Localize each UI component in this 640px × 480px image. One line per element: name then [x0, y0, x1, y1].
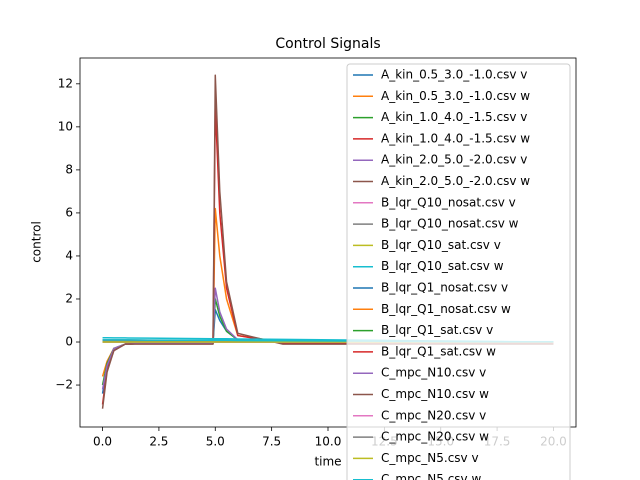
x-tick-label: 2.5: [149, 435, 168, 449]
y-tick-label: 8: [65, 162, 73, 176]
x-tick-label: 5.0: [206, 435, 225, 449]
legend-label: B_lqr_Q1_nosat.csv v: [381, 281, 508, 295]
legend-label: A_kin_0.5_3.0_-1.0.csv v: [381, 68, 527, 82]
legend-label: C_mpc_N10.csv v: [381, 366, 486, 380]
y-tick-label: 4: [65, 248, 73, 262]
y-tick-label: 6: [65, 205, 73, 219]
legend-label: A_kin_0.5_3.0_-1.0.csv w: [381, 89, 530, 103]
x-tick-label: 7.5: [262, 435, 281, 449]
legend-label: B_lqr_Q10_nosat.csv w: [381, 217, 519, 231]
legend-label: B_lqr_Q1_sat.csv v: [381, 323, 493, 337]
y-tick-label: −2: [55, 378, 73, 392]
legend-label: C_mpc_N20.csv v: [381, 408, 486, 422]
legend-label: C_mpc_N20.csv w: [381, 430, 489, 444]
legend-label: B_lqr_Q10_nosat.csv v: [381, 195, 516, 209]
legend-label: C_mpc_N5.csv v: [381, 451, 479, 465]
legend: A_kin_0.5_3.0_-1.0.csv v A_kin_0.5_3.0_-1…: [346, 63, 571, 480]
legend-label: C_mpc_N5.csv w: [381, 472, 481, 480]
x-axis-label: time: [314, 455, 341, 469]
y-tick-label: 2: [65, 291, 73, 305]
x-tick-label: 10.0: [315, 435, 342, 449]
legend-label: B_lqr_Q1_nosat.csv w: [381, 302, 511, 316]
legend-label: A_kin_1.0_4.0_-1.5.csv w: [381, 131, 530, 145]
y-tick-label: 0: [65, 335, 73, 349]
x-tick-label: 0.0: [93, 435, 112, 449]
legend-label: B_lqr_Q1_sat.csv w: [381, 344, 496, 358]
legend-label: A_kin_2.0_5.0_-2.0.csv w: [381, 174, 530, 188]
y-tick-label: 12: [58, 76, 73, 90]
legend-label: A_kin_2.0_5.0_-2.0.csv v: [381, 153, 527, 167]
y-tick-label: 10: [58, 119, 73, 133]
legend-label: B_lqr_Q10_sat.csv w: [381, 259, 504, 273]
y-axis-label: control: [30, 221, 44, 263]
legend-frame: [346, 63, 571, 480]
legend-label: B_lqr_Q10_sat.csv v: [381, 238, 501, 252]
legend-label: C_mpc_N10.csv w: [381, 387, 489, 401]
chart-title: Control Signals: [275, 36, 380, 52]
legend-label: A_kin_1.0_4.0_-1.5.csv v: [381, 110, 527, 124]
